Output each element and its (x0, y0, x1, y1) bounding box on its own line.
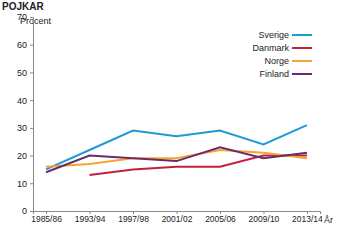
legend-label: Finland (259, 69, 289, 79)
y-tick-mark (30, 156, 33, 157)
y-tick-label: 10 (17, 179, 27, 189)
x-tick: 1985/86 (31, 211, 62, 224)
y-tick-label: 60 (17, 40, 27, 50)
y-tick-mark (30, 45, 33, 46)
y-tick: 50 (17, 68, 33, 78)
legend-label: Danmark (252, 43, 289, 53)
chart: POJKARProcent0102030405060701985/861993/… (0, 0, 350, 228)
y-tick-label: 30 (17, 123, 27, 133)
legend-swatch (292, 34, 312, 36)
y-axis-line (30, 18, 34, 212)
series-line (46, 147, 307, 172)
y-tick-label: 70 (17, 12, 27, 22)
legend: Sverige Danmark Norge Finland (252, 30, 312, 79)
series-line (46, 125, 307, 169)
y-tick: 60 (17, 40, 33, 50)
x-tick-label: 2001/02 (162, 214, 193, 224)
y-tick-label: 40 (17, 96, 27, 106)
y-tick-label: 50 (17, 68, 27, 78)
y-tick: 10 (17, 179, 33, 189)
x-tick-label: 2005/06 (205, 214, 236, 224)
title: POJKAR (2, 1, 44, 12)
y-tick-mark (30, 100, 33, 101)
legend-label: Norge (264, 56, 289, 66)
y-tick-label: 0 (22, 206, 27, 216)
x-tick: 1993/94 (75, 211, 106, 224)
x-tick: 2005/06 (205, 211, 236, 224)
x-axis-title: År (324, 215, 333, 225)
x-tick-label: 2013/14 (292, 214, 323, 224)
y-tick-mark (30, 72, 33, 73)
plot-area (46, 125, 307, 175)
y-tick: 40 (17, 96, 33, 106)
legend-swatch (292, 73, 312, 75)
y-tick-label: 20 (17, 151, 27, 161)
x-tick-label: 1997/98 (118, 214, 149, 224)
y-tick-mark (30, 183, 33, 184)
y-tick-mark (30, 211, 33, 212)
x-tick: 2001/02 (162, 211, 193, 224)
y-tick: 70 (17, 12, 33, 22)
legend-label: Sverige (258, 30, 289, 40)
y-tick: 30 (17, 123, 33, 133)
x-tick: 2013/14 (292, 211, 323, 224)
x-tick-label: 1993/94 (75, 214, 106, 224)
legend-swatch (292, 47, 312, 49)
y-axis: 0 10 20 30 40 50 60 70 (17, 12, 34, 216)
y-tick-mark (30, 17, 33, 18)
legend-swatch (292, 60, 312, 62)
y-tick-mark (30, 128, 33, 129)
y-tick: 20 (17, 151, 33, 161)
x-tick-label: 2009/10 (249, 214, 280, 224)
x-tick: 2009/10 (249, 211, 280, 224)
x-axis: 1985/86 1993/94 1997/98 2001/02 2005/06 2009/… (31, 211, 323, 224)
x-tick: 1997/98 (118, 211, 149, 224)
x-tick-label: 1985/86 (31, 214, 62, 224)
